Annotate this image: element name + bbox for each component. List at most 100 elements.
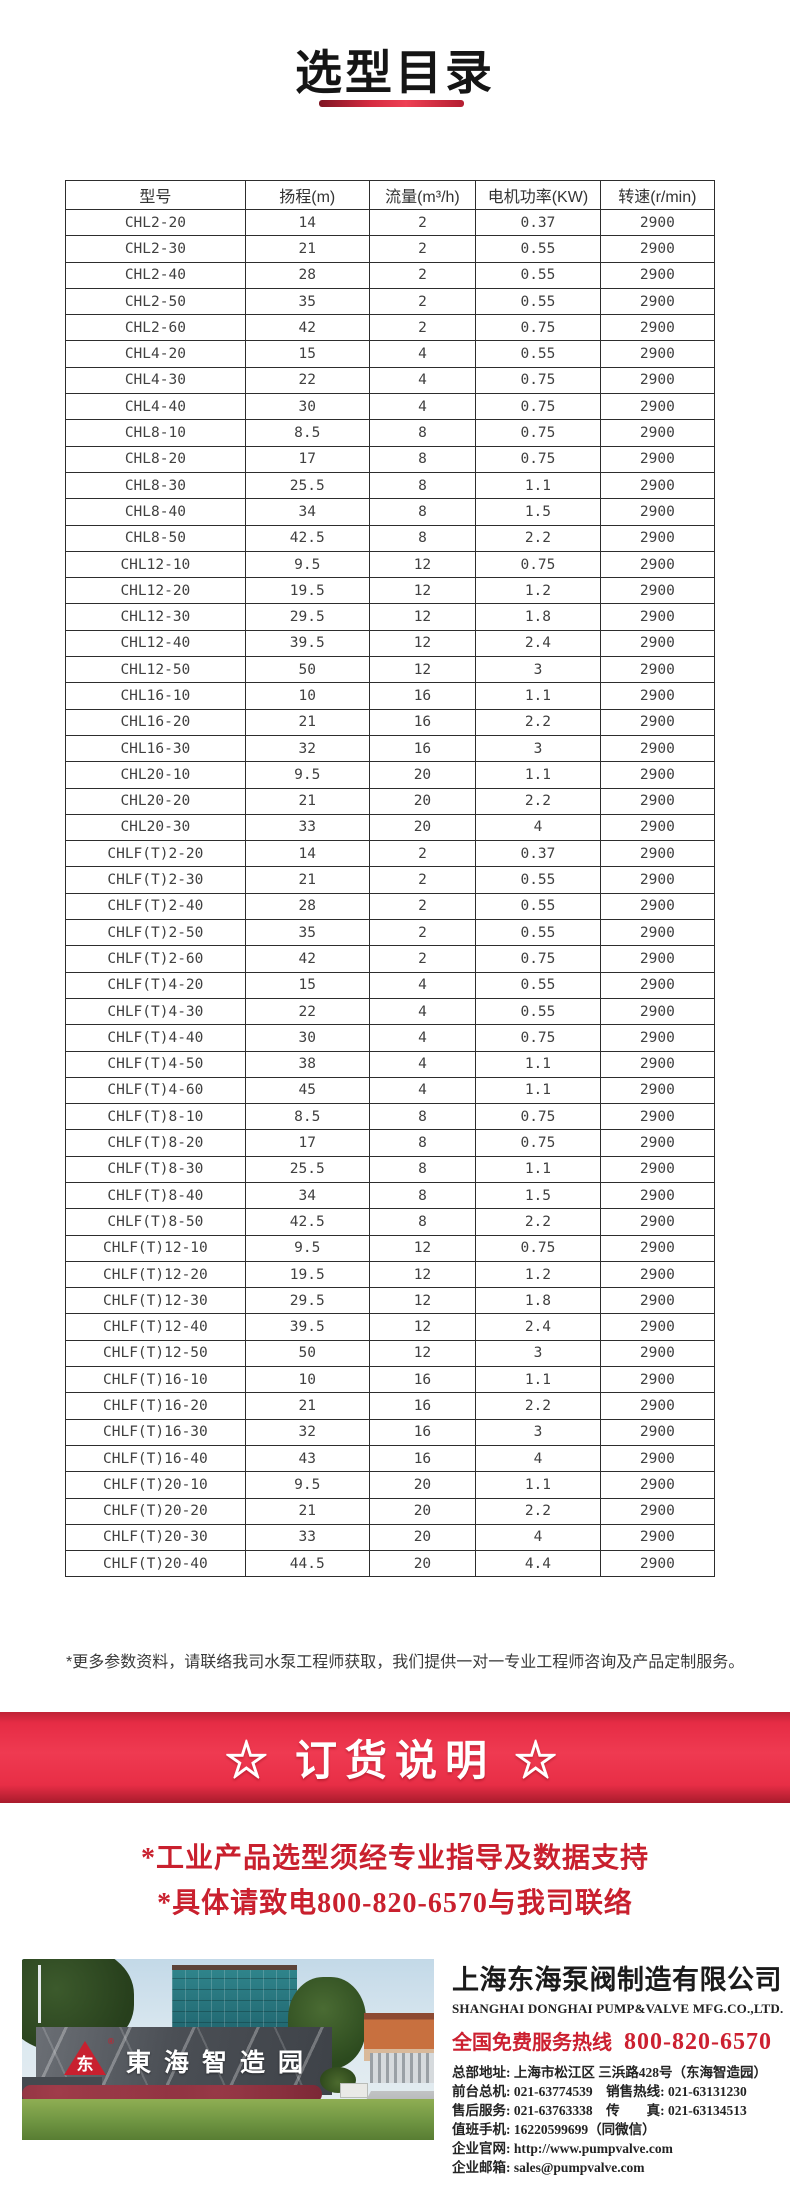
red-shrubs-image bbox=[22, 2085, 322, 2103]
cell-model: CHLF(T)8-30 bbox=[65, 1155, 246, 1183]
cell-head: 10 bbox=[244, 1366, 370, 1394]
cell-model: CHLF(T)8-10 bbox=[65, 1103, 246, 1131]
cell-power: 2.2 bbox=[475, 787, 601, 815]
table-row: CHLF(T)12-10 9.5 12 0.75 2900 bbox=[65, 1234, 716, 1262]
cell-model: CHL12-20 bbox=[65, 577, 246, 605]
cell-speed: 2900 bbox=[599, 340, 716, 368]
table-row: CHLF(T)16-30 32 16 3 2900 bbox=[65, 1418, 716, 1446]
cell-power: 0.55 bbox=[475, 971, 601, 999]
cell-power: 1.2 bbox=[475, 1260, 601, 1289]
table-row: CHL20-20 21 20 2.2 2900 bbox=[65, 787, 716, 815]
cell-flow: 12 bbox=[368, 629, 477, 658]
cell-speed: 2900 bbox=[599, 919, 716, 947]
cell-power: 1.2 bbox=[475, 577, 601, 605]
cell-head: 10 bbox=[244, 682, 370, 710]
cell-model: CHL2-60 bbox=[65, 314, 246, 342]
cell-model: CHLF(T)16-40 bbox=[65, 1444, 246, 1473]
table-row: CHLF(T)20-10 9.5 20 1.1 2900 bbox=[65, 1471, 716, 1499]
cell-head: 44.5 bbox=[244, 1550, 370, 1578]
cell-head: 33 bbox=[244, 813, 370, 842]
table-row: CHLF(T)2-50 35 2 0.55 2900 bbox=[65, 919, 716, 947]
order-note: *具体请致电800-820-6570与我司联络 bbox=[157, 1888, 633, 1919]
table-row: CHL2-30 21 2 0.55 2900 bbox=[65, 235, 716, 263]
cell-model: CHL16-10 bbox=[65, 682, 246, 710]
cell-head: 28 bbox=[244, 892, 370, 921]
cell-power: 2.2 bbox=[475, 524, 601, 552]
cell-power: 1.8 bbox=[475, 1287, 601, 1315]
cell-power: 2.2 bbox=[475, 708, 601, 736]
cell-power: 0.55 bbox=[475, 866, 601, 894]
table-row: CHL12-20 19.5 12 1.2 2900 bbox=[65, 577, 716, 605]
table-row: CHLF(T)12-20 19.5 12 1.2 2900 bbox=[65, 1260, 716, 1289]
cell-flow: 8 bbox=[368, 471, 477, 500]
cell-speed: 2900 bbox=[599, 813, 716, 842]
cell-power: 1.1 bbox=[475, 1050, 601, 1078]
cell-flow: 16 bbox=[368, 1444, 477, 1473]
cell-speed: 2900 bbox=[599, 1313, 716, 1341]
cell-model: CHL20-30 bbox=[65, 813, 246, 842]
cell-model: CHLF(T)2-40 bbox=[65, 892, 246, 921]
cell-flow: 8 bbox=[368, 1129, 477, 1157]
cell-power: 0.55 bbox=[475, 919, 601, 947]
table-row: CHLF(T)4-60 45 4 1.1 2900 bbox=[65, 1076, 716, 1105]
cell-speed: 2900 bbox=[599, 524, 716, 552]
table-row: CHLF(T)4-50 38 4 1.1 2900 bbox=[65, 1050, 716, 1078]
cell-speed: 2900 bbox=[599, 1418, 716, 1446]
table-row: CHLF(T)4-40 30 4 0.75 2900 bbox=[65, 1024, 716, 1052]
cell-model: CHL2-30 bbox=[65, 235, 246, 263]
cell-power: 4 bbox=[475, 1444, 601, 1473]
table-header-row: 型号 扬程(m) 流量(m³/h) 电机功率(KW) 转速(r/min) bbox=[65, 180, 716, 210]
cell-flow: 2 bbox=[368, 235, 477, 263]
table-row: CHL2-60 42 2 0.75 2900 bbox=[65, 314, 716, 342]
cell-power: 0.75 bbox=[475, 1129, 601, 1157]
cell-flow: 2 bbox=[368, 945, 477, 973]
cell-model: CHL4-20 bbox=[65, 340, 246, 368]
cell-flow: 20 bbox=[368, 1471, 477, 1499]
cell-speed: 2900 bbox=[599, 445, 716, 473]
cell-model: CHLF(T)8-40 bbox=[65, 1181, 246, 1210]
cell-flow: 4 bbox=[368, 1024, 477, 1052]
pump-table-body: CHL2-20 14 2 0.37 2900 CHL2-30 21 2 0.55… bbox=[65, 208, 716, 1578]
cell-speed: 2900 bbox=[599, 1523, 716, 1552]
cell-model: CHLF(T)12-30 bbox=[65, 1287, 246, 1315]
cell-power: 0.37 bbox=[475, 840, 601, 868]
cell-head: 33 bbox=[244, 1523, 370, 1552]
cell-head: 8.5 bbox=[244, 419, 370, 447]
cell-model: CHL2-40 bbox=[65, 261, 246, 289]
table-row: CHLF(T)8-20 17 8 0.75 2900 bbox=[65, 1129, 716, 1157]
cell-head: 45 bbox=[244, 1076, 370, 1105]
cell-flow: 4 bbox=[368, 393, 477, 421]
cell-power: 0.37 bbox=[475, 208, 601, 237]
cell-power: 3 bbox=[475, 656, 601, 684]
cell-flow: 12 bbox=[368, 550, 477, 579]
cell-model: CHLF(T)2-30 bbox=[65, 866, 246, 894]
registered-mark: ® bbox=[108, 2037, 114, 2046]
cell-power: 0.75 bbox=[475, 366, 601, 395]
cell-model: CHL8-50 bbox=[65, 524, 246, 552]
cell-head: 38 bbox=[244, 1050, 370, 1078]
title-underline bbox=[319, 100, 464, 107]
cell-speed: 2900 bbox=[599, 550, 716, 579]
cell-head: 29.5 bbox=[244, 603, 370, 631]
cell-model: CHLF(T)20-30 bbox=[65, 1523, 246, 1552]
cell-head: 50 bbox=[244, 1339, 370, 1368]
order-banner-title: ☆ 订货说明 ☆ bbox=[225, 1737, 565, 1784]
cell-flow: 20 bbox=[368, 1523, 477, 1552]
table-row: CHL4-30 22 4 0.75 2900 bbox=[65, 366, 716, 395]
company-detail-line: 总部地址: 上海市松江区 三浜路428号（东海智造园） bbox=[452, 2065, 767, 2080]
cell-speed: 2900 bbox=[599, 314, 716, 342]
cell-head: 42 bbox=[244, 314, 370, 342]
cell-power: 1.1 bbox=[475, 1366, 601, 1394]
cell-flow: 16 bbox=[368, 734, 477, 763]
table-row: CHLF(T)2-20 14 2 0.37 2900 bbox=[65, 840, 716, 868]
cell-model: CHLF(T)4-50 bbox=[65, 1050, 246, 1078]
pump-selection-table-wrap: 型号 扬程(m) 流量(m³/h) 电机功率(KW) 转速(r/min) CHL2-20… bbox=[65, 180, 716, 1578]
cell-speed: 2900 bbox=[599, 1287, 716, 1315]
service-hotline: 全国免费服务热线 800-820-6570 bbox=[452, 2026, 787, 2056]
cell-power: 0.75 bbox=[475, 550, 601, 579]
cell-head: 9.5 bbox=[244, 1471, 370, 1499]
table-row: CHL16-30 32 16 3 2900 bbox=[65, 734, 716, 763]
cell-flow: 20 bbox=[368, 787, 477, 815]
cell-speed: 2900 bbox=[599, 1234, 716, 1262]
cell-flow: 12 bbox=[368, 603, 477, 631]
